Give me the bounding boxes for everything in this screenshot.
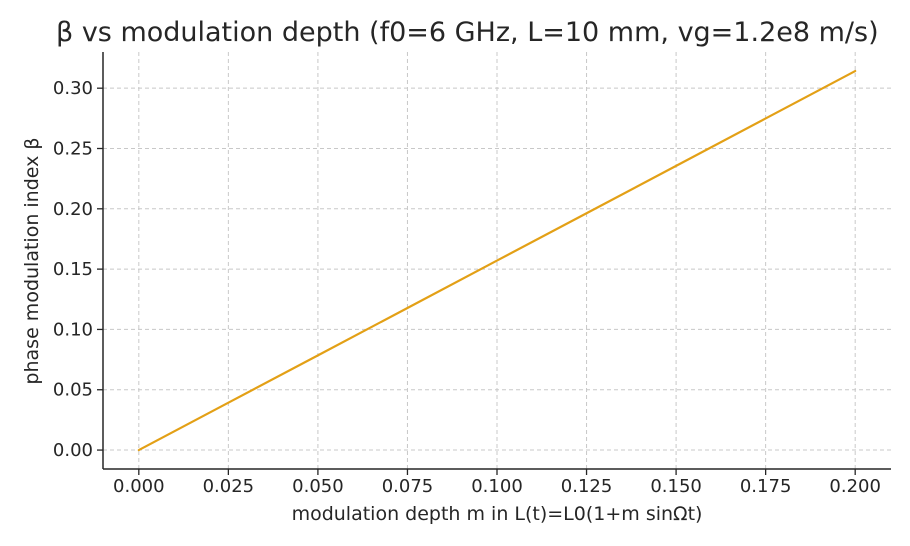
y-tick-label: 0.10 (53, 319, 93, 340)
series-line (137, 69, 857, 452)
x-tick-label: 0.200 (829, 476, 881, 497)
y-tick-label: 0.00 (53, 440, 93, 461)
x-ticks: 0.000 0.025 0.050 0.075 0.100 0.125 0.150 0.175… (113, 469, 881, 497)
y-tick-label: 0.30 (53, 78, 93, 99)
x-tick-label: 0.025 (203, 476, 255, 497)
x-tick-label: 0.000 (113, 476, 165, 497)
x-axis-label: modulation depth m in L(t)=L0(1+m sinΩt) (292, 503, 703, 525)
y-ticks: 0.00 0.05 0.10 0.15 0.20 0.25 0.30 (53, 78, 103, 461)
y-axis-label: phase modulation index β (21, 137, 43, 384)
x-tick-label: 0.075 (382, 476, 434, 497)
x-tick-label: 0.150 (650, 476, 702, 497)
y-tick-label: 0.15 (53, 259, 93, 280)
x-tick-label: 0.100 (471, 476, 523, 497)
chart-title: β vs modulation depth (f0=6 GHz, L=10 mm… (56, 17, 879, 48)
x-tick-label: 0.050 (292, 476, 344, 497)
x-tick-label: 0.125 (561, 476, 613, 497)
x-tick-label: 0.175 (740, 476, 792, 497)
y-tick-label: 0.20 (53, 199, 93, 220)
grid (103, 52, 891, 469)
series-layer (137, 69, 857, 452)
y-tick-label: 0.25 (53, 138, 93, 159)
y-tick-label: 0.05 (53, 380, 93, 401)
